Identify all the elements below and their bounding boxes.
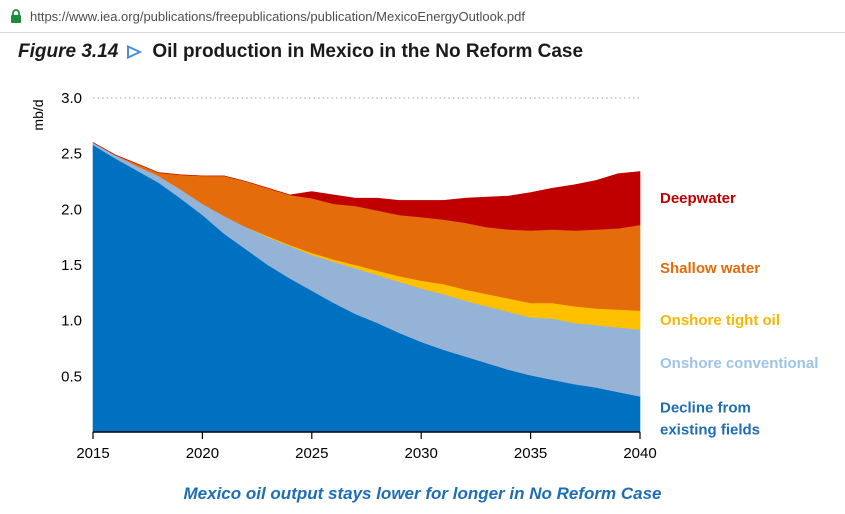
series-label-1-0: Onshore conventional (660, 355, 818, 372)
series-label-0-0: Decline from (660, 400, 751, 417)
x-tick-label-5: 2040 (623, 445, 656, 462)
area-series-4 (92, 142, 641, 231)
figure-caption: Mexico oil output stays lower for longer… (183, 484, 662, 503)
y-tick-label-2: 1.5 (61, 257, 82, 274)
series-label-2-0: Onshore tight oil (660, 312, 780, 329)
series-label-3-0: Shallow water (660, 260, 760, 277)
x-tick-label-4: 2035 (514, 445, 547, 462)
x-tick-label-3: 2030 (405, 445, 438, 462)
lock-icon (11, 9, 21, 23)
x-tick-label-2: 2025 (295, 445, 328, 462)
figure-title: Oil production in Mexico in the No Refor… (152, 41, 584, 62)
series-label-4-0: Deepwater (660, 190, 736, 207)
y-tick-label-1: 1.0 (61, 313, 82, 330)
address-bar[interactable]: https://www.iea.org/publications/freepub… (0, 0, 845, 33)
figure-number: Figure 3.14 (18, 41, 119, 62)
y-tick-label-5: 3.0 (61, 90, 82, 107)
y-tick-label-4: 2.5 (61, 146, 82, 163)
series-label-0-1: existing fields (660, 422, 760, 439)
y-axis-label: mb/d (30, 99, 46, 130)
y-tick-label-0: 0.5 (61, 368, 82, 385)
url-text[interactable]: https://www.iea.org/publications/freepub… (30, 8, 525, 24)
y-tick-label-3: 2.0 (61, 201, 82, 218)
oil-production-chart: Decline from existing fields Onshore conve… (30, 90, 818, 462)
triangle-right-icon (127, 45, 143, 59)
x-tick-label-0: 2015 (76, 445, 109, 462)
figure-heading: Figure 3.14 Oil production in Mexico in … (18, 38, 583, 66)
x-tick-label-1: 2020 (186, 445, 219, 462)
